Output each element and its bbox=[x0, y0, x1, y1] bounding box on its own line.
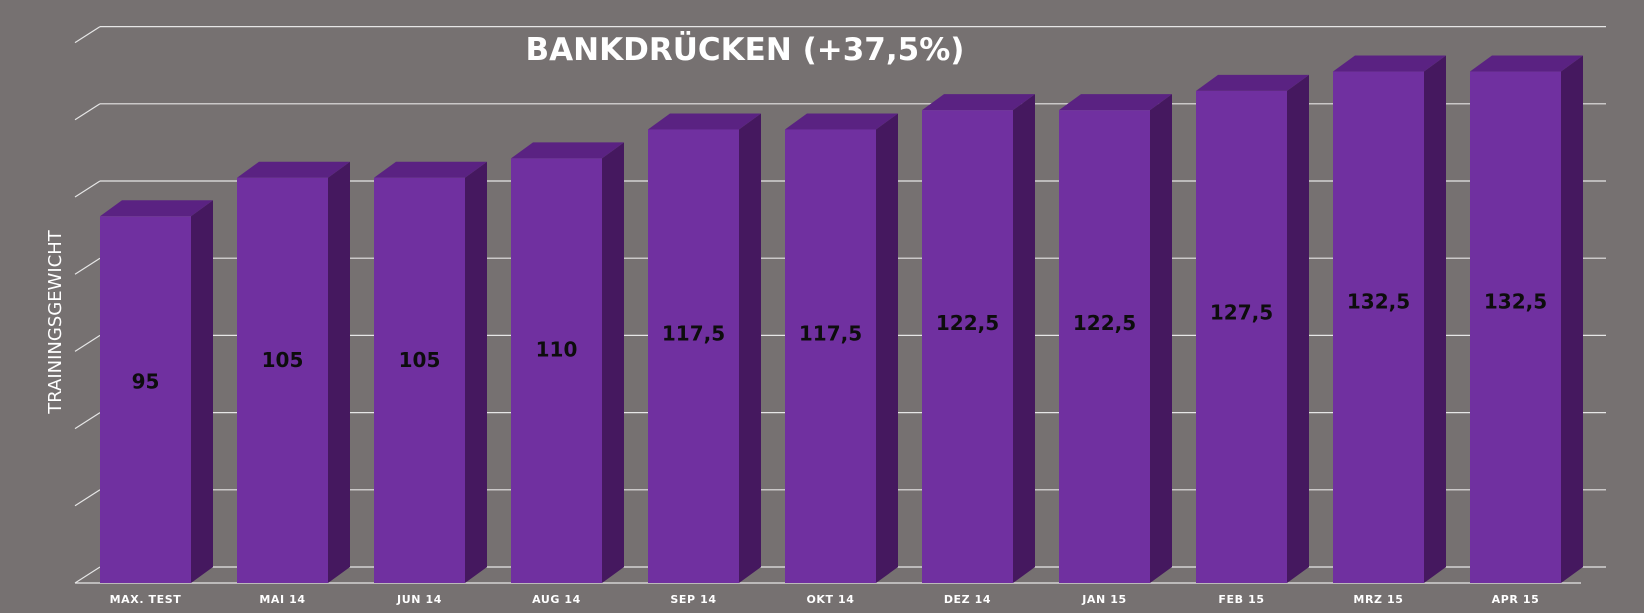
x-tick-label: SEP 14 bbox=[670, 593, 716, 606]
bar-side bbox=[1287, 74, 1309, 583]
data-label: 132,5 bbox=[1347, 290, 1410, 314]
x-tick-label: MRZ 15 bbox=[1353, 593, 1403, 606]
bar-front bbox=[100, 216, 191, 584]
bars bbox=[100, 55, 1583, 584]
bar-front bbox=[237, 177, 328, 583]
data-label: 117,5 bbox=[662, 322, 725, 346]
bar-front bbox=[648, 129, 739, 583]
bar bbox=[785, 113, 898, 583]
gridline-depth bbox=[74, 412, 101, 430]
x-tick-label: JAN 15 bbox=[1081, 593, 1127, 606]
bar-side bbox=[465, 161, 487, 583]
bar-front bbox=[922, 110, 1013, 584]
x-axis-ticks: MAX. TEST MAI 14 JUN 14 AUG 14 SEP 14 OKT 14 D… bbox=[110, 593, 1540, 606]
bar bbox=[648, 113, 761, 583]
bar-side bbox=[1013, 94, 1035, 584]
bar-top bbox=[922, 94, 1035, 111]
data-label: 95 bbox=[132, 369, 160, 393]
bar-top bbox=[100, 200, 213, 217]
bar-side bbox=[1561, 55, 1583, 584]
x-tick-label: DEZ 14 bbox=[944, 593, 991, 606]
x-tick-label: AUG 14 bbox=[532, 593, 581, 606]
bar bbox=[1196, 74, 1309, 583]
bar-side bbox=[328, 161, 350, 583]
bar bbox=[1333, 55, 1446, 584]
bar-front bbox=[1059, 110, 1150, 584]
x-tick-label: FEB 15 bbox=[1218, 593, 1264, 606]
chart-title: BANKDRÜCKEN (+37,5%) bbox=[526, 31, 965, 68]
bar-side bbox=[1424, 55, 1446, 584]
bar-front bbox=[511, 158, 602, 583]
data-label: 127,5 bbox=[1210, 300, 1273, 324]
bar-top bbox=[1059, 94, 1172, 111]
x-tick-label: OKT 14 bbox=[806, 593, 854, 606]
bar-front bbox=[374, 177, 465, 583]
bar-top bbox=[648, 113, 761, 130]
bar bbox=[1059, 94, 1172, 584]
bar-top bbox=[1196, 74, 1309, 91]
bar-front bbox=[1196, 90, 1287, 583]
bar bbox=[374, 161, 487, 583]
value-labels: 95 105 105 110 117,5 117,5 122,5 122,5 127,5 132,… bbox=[132, 290, 1548, 394]
y-axis-label: TRAININGSGEWICHT bbox=[45, 229, 66, 415]
bar-front bbox=[1333, 71, 1424, 584]
bar-top bbox=[237, 161, 350, 178]
bar-top bbox=[1470, 55, 1583, 72]
data-label: 122,5 bbox=[936, 311, 999, 335]
gridline-depth bbox=[74, 489, 101, 507]
x-tick-label: APR 15 bbox=[1492, 593, 1540, 606]
bar-side bbox=[191, 200, 213, 584]
x-tick-label: JUN 14 bbox=[396, 593, 442, 606]
data-label: 132,5 bbox=[1484, 290, 1547, 314]
bar-front bbox=[1470, 71, 1561, 584]
bar-side bbox=[602, 142, 624, 583]
bar-side bbox=[876, 113, 898, 583]
bar bbox=[1470, 55, 1583, 584]
x-tick-label: MAI 14 bbox=[259, 593, 305, 606]
bar bbox=[237, 161, 350, 583]
bar bbox=[922, 94, 1035, 584]
data-label: 105 bbox=[262, 348, 304, 372]
data-label: 110 bbox=[536, 337, 578, 361]
data-label: 105 bbox=[399, 348, 441, 372]
gridline-depth bbox=[74, 566, 101, 584]
bar-top bbox=[511, 142, 624, 159]
gridline-depth bbox=[74, 26, 101, 44]
gridline-depth bbox=[74, 180, 101, 198]
bar-top bbox=[374, 161, 487, 178]
x-tick-label: MAX. TEST bbox=[110, 593, 182, 606]
bar-side bbox=[739, 113, 761, 583]
bar-top bbox=[1333, 55, 1446, 72]
bar-side bbox=[1150, 94, 1172, 584]
bar-top bbox=[785, 113, 898, 130]
gridline-depth bbox=[74, 257, 101, 275]
data-label: 122,5 bbox=[1073, 311, 1136, 335]
bar bbox=[100, 200, 213, 584]
bar bbox=[511, 142, 624, 583]
gridline-depth bbox=[74, 334, 101, 352]
gridline-depth bbox=[74, 103, 101, 121]
data-label: 117,5 bbox=[799, 322, 862, 346]
bar-front bbox=[785, 129, 876, 583]
